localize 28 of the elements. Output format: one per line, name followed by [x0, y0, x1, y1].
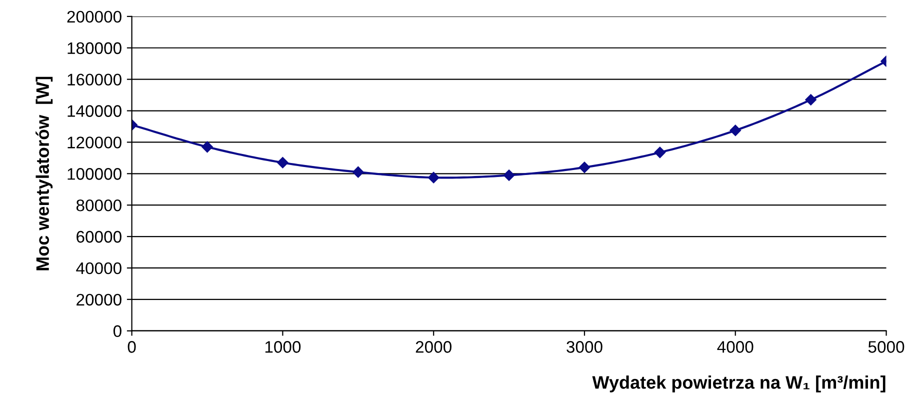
x-tick-label: 1000 [265, 341, 301, 353]
y-tick-label: 180000 [68, 42, 122, 54]
y-tick-label: 160000 [68, 74, 122, 86]
y-tick-label: 200000 [67, 10, 122, 23]
x-tick-label: 3000 [566, 341, 602, 353]
x-axis-title: Wydatek powietrza na W₁ [m³/min] [592, 376, 886, 392]
y-tick-label: 0 [113, 325, 122, 338]
y-tick-label: 60000 [76, 230, 122, 243]
point [730, 124, 741, 136]
point [654, 146, 666, 158]
point [277, 157, 288, 168]
point [578, 162, 590, 173]
y-axis-title: Moc wentylatorów [W] [36, 76, 53, 270]
point [503, 170, 515, 181]
y-tick-label: 120000 [68, 136, 122, 148]
point [352, 166, 364, 178]
x-tick-label: 5000 [868, 341, 904, 353]
point [428, 172, 440, 184]
x-tick-label: 2000 [416, 341, 452, 353]
point [202, 141, 213, 153]
y-tick-label: 100000 [68, 168, 122, 180]
point [805, 94, 816, 106]
y-tick-label: 20000 [76, 294, 122, 306]
y-tick-label: 140000 [68, 105, 122, 117]
y-tick-label: 80000 [76, 199, 122, 212]
y-tick-label: 40000 [76, 262, 122, 274]
x-tick-label: 4000 [717, 341, 754, 353]
x-tick-label: 0 [128, 341, 136, 353]
